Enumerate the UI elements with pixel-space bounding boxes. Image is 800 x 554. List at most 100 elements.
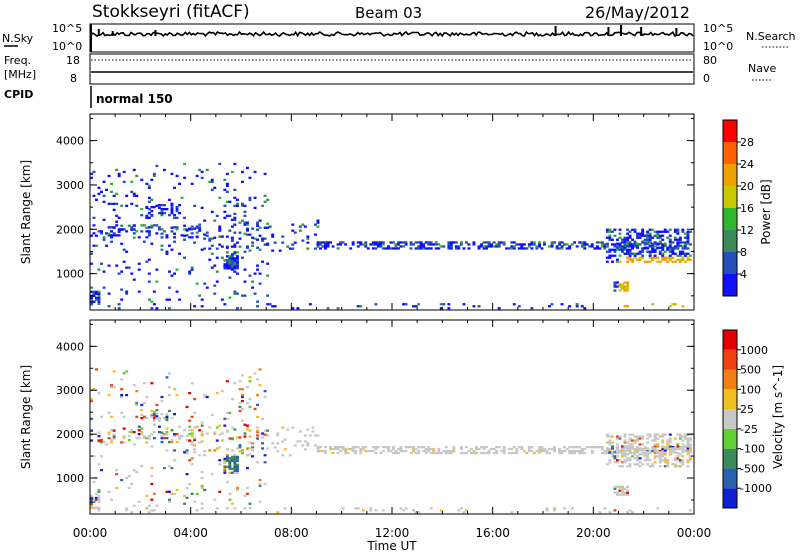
- data-cell: [261, 417, 265, 420]
- beam-title: Beam 03: [355, 4, 422, 22]
- data-cell: [628, 449, 632, 453]
- data-cell: [213, 431, 217, 434]
- data-cell: [683, 252, 687, 255]
- data-cell: [452, 449, 456, 453]
- data-cell: [203, 237, 207, 240]
- data-cell: [538, 447, 541, 451]
- data-cell: [230, 225, 234, 228]
- data-cell: [543, 241, 546, 244]
- data-cell: [613, 283, 617, 286]
- data-cell: [90, 298, 93, 301]
- data-cell: [183, 234, 187, 237]
- data-cell: [673, 228, 677, 231]
- data-cell: [404, 507, 408, 510]
- data-cell: [618, 449, 622, 452]
- data-cell: [560, 247, 564, 250]
- data-cell: [686, 258, 690, 261]
- data-cell: [334, 447, 338, 451]
- data-cell: [306, 442, 310, 445]
- data-cell: [678, 433, 682, 436]
- data-cell: [412, 447, 416, 451]
- data-cell: [658, 252, 662, 255]
- data-cell: [188, 425, 192, 428]
- data-cell: [641, 240, 645, 243]
- data-cell: [122, 415, 126, 418]
- data-cell: [621, 465, 624, 468]
- data-cell: [608, 459, 612, 462]
- data-cell: [107, 411, 111, 414]
- data-cell: [381, 243, 385, 246]
- data-cell: [248, 233, 252, 236]
- data-cell: [608, 439, 612, 442]
- data-cell: [92, 194, 96, 197]
- data-cell: [621, 445, 624, 448]
- data-cell: [653, 254, 657, 257]
- data-cell: [135, 390, 139, 393]
- data-cell: [550, 241, 554, 244]
- data-cell: [454, 247, 458, 250]
- data-cell: [689, 258, 692, 261]
- data-cell: [422, 449, 426, 453]
- data-cell: [439, 509, 443, 512]
- data-cell: [668, 228, 672, 231]
- data-cell: [439, 451, 443, 455]
- data-cell: [583, 243, 587, 246]
- data-cell: [590, 451, 594, 455]
- data-cell: [621, 449, 624, 452]
- data-cell: [115, 224, 119, 227]
- data-cell: [616, 447, 619, 451]
- data-cell: [462, 303, 466, 306]
- data-cell: [608, 511, 612, 514]
- data-cell: [434, 451, 438, 455]
- data-cell: [429, 447, 433, 451]
- data-cell: [359, 243, 363, 246]
- data-cell: [646, 455, 650, 458]
- data-cell: [293, 231, 297, 234]
- data-cell: [266, 434, 270, 437]
- data-cell: [273, 241, 277, 244]
- data-cell: [218, 235, 222, 238]
- data-cell: [477, 245, 481, 248]
- data-cell: [631, 443, 635, 446]
- data-cell: [90, 502, 93, 506]
- data-cell: [510, 447, 514, 451]
- data-cell: [671, 451, 675, 454]
- data-cell: [563, 446, 567, 449]
- data-cell: [213, 186, 217, 189]
- data-cell: [230, 255, 234, 258]
- data-cell: [145, 507, 149, 510]
- data-cell: [253, 272, 257, 275]
- data-cell: [331, 447, 335, 451]
- data-cell: [543, 243, 546, 246]
- data-cell: [475, 447, 478, 451]
- data-cell: [150, 467, 154, 470]
- data-cell: [246, 401, 249, 405]
- data-cell: [482, 247, 486, 250]
- data-cell: [653, 245, 657, 248]
- data-cell: [218, 227, 222, 230]
- data-cell: [298, 440, 302, 443]
- data-cell: [238, 380, 242, 383]
- data-cell: [152, 509, 156, 512]
- data-cell: [517, 243, 521, 246]
- data-cell: [631, 451, 635, 455]
- data-cell: [150, 482, 154, 486]
- data-cell: [548, 305, 551, 308]
- data-cell: [618, 489, 622, 492]
- data-cell: [419, 446, 423, 449]
- data-cell: [661, 238, 665, 241]
- time-axis-ticks: 00:00 04:00 08:00 12:00 16:00 20:00 00:00: [73, 526, 712, 540]
- data-cell: [173, 226, 177, 229]
- colorbar-tick-label: -1000: [740, 482, 772, 495]
- data-cell: [213, 498, 217, 501]
- data-cell: [399, 449, 403, 453]
- data-cell: [193, 397, 197, 401]
- data-cell: [188, 270, 192, 273]
- data-cell: [678, 435, 682, 438]
- data-cell: [683, 433, 687, 436]
- data-cell: [447, 303, 451, 306]
- data-cell: [303, 448, 307, 451]
- data-cell: [605, 435, 609, 438]
- data-cell: [243, 214, 247, 217]
- data-cell: [183, 162, 187, 166]
